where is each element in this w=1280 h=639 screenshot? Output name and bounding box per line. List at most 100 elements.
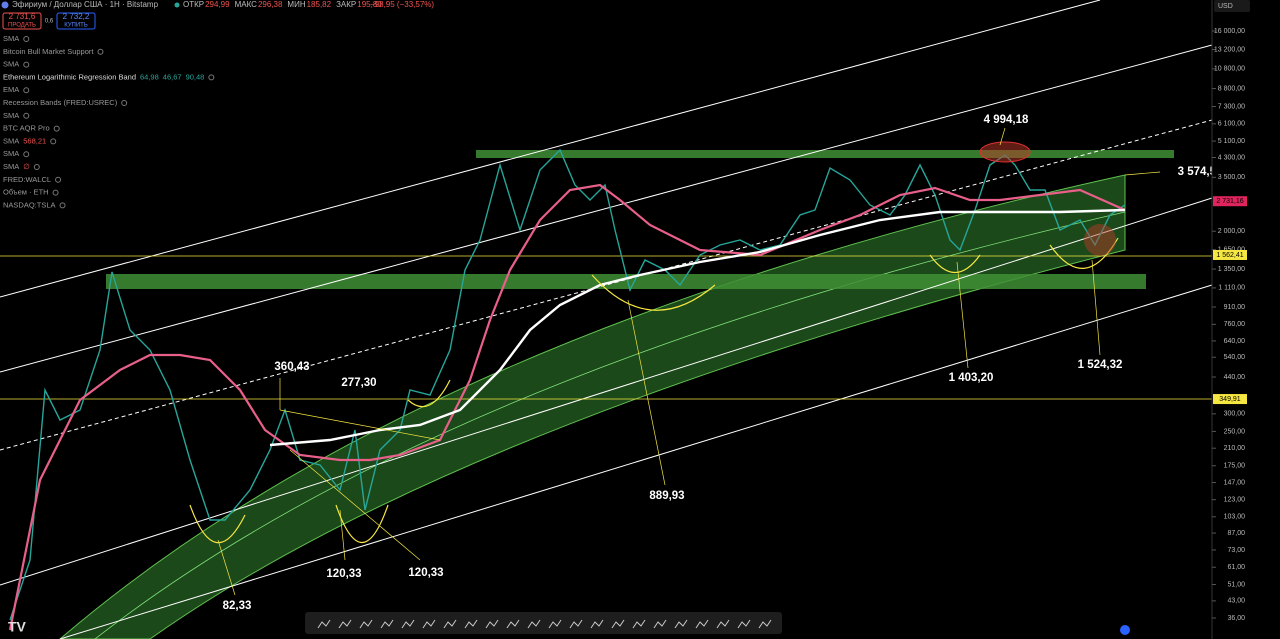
- price-path: [9, 148, 1126, 621]
- visibility-toggle[interactable]: [23, 61, 30, 68]
- sma-white: [269, 208, 1126, 447]
- tool-button[interactable]: [338, 619, 352, 629]
- tick-label: 5 100,00: [1218, 138, 1245, 145]
- pointer: [999, 127, 1006, 146]
- tool-button[interactable]: [527, 619, 541, 629]
- ohlc-value: 185,82: [307, 0, 332, 9]
- visibility-toggle[interactable]: [23, 112, 30, 119]
- tool-button[interactable]: [548, 619, 562, 629]
- toolbar: [305, 612, 782, 634]
- tool-button[interactable]: [506, 619, 520, 629]
- highlight: [1084, 224, 1116, 256]
- tick-label: 10 800,00: [1214, 66, 1245, 73]
- sell-button[interactable]: [2, 12, 42, 30]
- annotation: 4 994,18: [984, 114, 1029, 126]
- arc: [1049, 237, 1119, 269]
- tick-label: 250,00: [1224, 428, 1246, 435]
- tool-button[interactable]: [716, 619, 730, 629]
- tick-label: 640,00: [1224, 338, 1246, 345]
- ohlc-value: 195,80: [357, 0, 382, 9]
- indicator-name: FRED:WALCL: [3, 175, 51, 184]
- tick-label: 1 350,00: [1218, 266, 1245, 273]
- tool-button[interactable]: [737, 619, 751, 629]
- visibility-toggle[interactable]: [59, 202, 66, 209]
- indicator-value: 568,21: [23, 136, 46, 145]
- channel-line: [0, 0, 1101, 298]
- tool-button[interactable]: [695, 619, 709, 629]
- header: Эфириум / Доллар США · 1Н · Bitstamp ОТК…: [1, 0, 434, 30]
- tool-button[interactable]: [422, 619, 436, 629]
- tools: [317, 619, 772, 629]
- tool-button[interactable]: [632, 619, 646, 629]
- tick-label: 760,00: [1224, 321, 1246, 328]
- tool-button[interactable]: [359, 619, 373, 629]
- tick-label: 7 300,00: [1218, 103, 1245, 110]
- tool-button[interactable]: [317, 619, 331, 629]
- visibility-toggle[interactable]: [23, 151, 30, 158]
- annotation: 82,33: [223, 600, 252, 612]
- status-dot: [174, 2, 180, 8]
- pointer: [279, 409, 441, 441]
- tool-button[interactable]: [590, 619, 604, 629]
- visibility-toggle[interactable]: [97, 48, 104, 55]
- tool-button[interactable]: [758, 619, 772, 629]
- indicator-name: SMA: [3, 60, 19, 69]
- tick-label: 2 000,00: [1218, 228, 1245, 235]
- annotation: 1 403,20: [949, 372, 994, 384]
- tool-button[interactable]: [653, 619, 667, 629]
- indicator-name: Объем · ETH: [3, 188, 49, 197]
- tool-button[interactable]: [485, 619, 499, 629]
- indicator-name: Recession Bands (FRED:USREC): [3, 98, 118, 107]
- visibility-toggle[interactable]: [55, 176, 62, 183]
- annotation: 1 524,32: [1078, 359, 1123, 371]
- buy-label: КУПИТЬ: [64, 23, 88, 29]
- pointer: [339, 509, 346, 561]
- indicator-name: SMA: [3, 162, 19, 171]
- indicator-name: BTC AQR Pro: [3, 124, 50, 133]
- pointer: [289, 449, 421, 561]
- tick-label: 61,00: [1227, 564, 1245, 571]
- tool-button[interactable]: [464, 619, 478, 629]
- pointer: [1091, 259, 1101, 356]
- annotation: 360,43: [274, 361, 309, 373]
- change: −98,95 (−33,57%): [370, 0, 434, 9]
- visibility-toggle[interactable]: [23, 36, 30, 42]
- indicator-list: SMA Bitcoin Bull Market Support SMA Ethereu…: [3, 34, 215, 209]
- annotation: 120,33: [408, 567, 443, 579]
- ohlc-value: 296,38: [258, 0, 283, 9]
- visibility-toggle[interactable]: [52, 189, 59, 196]
- tool-button[interactable]: [611, 619, 625, 629]
- visibility-toggle[interactable]: [33, 164, 40, 170]
- price-marker: [1213, 196, 1247, 207]
- tick-label: 4 300,00: [1218, 154, 1245, 161]
- buy-button[interactable]: [56, 12, 96, 30]
- sell-price: 2 731,6: [9, 12, 36, 21]
- band-midline: [94, 211, 1126, 639]
- visibility-toggle[interactable]: [208, 74, 215, 81]
- annotation: 120,33: [326, 568, 361, 580]
- currency-box[interactable]: [1214, 0, 1250, 12]
- arc: [591, 274, 716, 311]
- arc: [929, 254, 981, 273]
- price-marker: [1213, 394, 1247, 405]
- visibility-toggle[interactable]: [23, 87, 30, 94]
- visibility-toggle[interactable]: [121, 100, 128, 106]
- tick-label: 87,00: [1227, 530, 1245, 537]
- tool-button[interactable]: [380, 619, 394, 629]
- indicator-name: NASDAQ:TSLA: [3, 200, 56, 209]
- indicator-value: 90,48: [186, 72, 205, 81]
- tick-label: 910,00: [1224, 304, 1246, 311]
- arc: [407, 379, 451, 408]
- tick-label: 147,00: [1224, 479, 1246, 486]
- tick-label: 175,00: [1224, 463, 1246, 470]
- indicator-name: Ethereum Logarithmic Regression Band: [3, 72, 136, 81]
- tool-button[interactable]: [443, 619, 457, 629]
- tool-button[interactable]: [401, 619, 415, 629]
- visibility-toggle[interactable]: [53, 125, 60, 132]
- tool-button[interactable]: [674, 619, 688, 629]
- visibility-toggle[interactable]: [50, 138, 57, 145]
- pointer: [217, 539, 236, 596]
- indicator-value: 46,67: [163, 72, 182, 81]
- symbol: Эфириум / Доллар США · 1Н · Bitstamp: [12, 0, 159, 9]
- tool-button[interactable]: [569, 619, 583, 629]
